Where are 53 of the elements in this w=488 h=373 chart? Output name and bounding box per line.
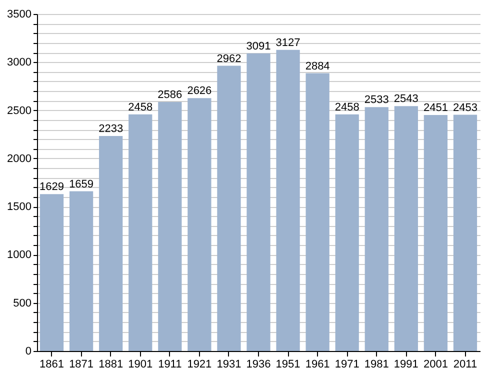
data-label: 2884 — [305, 60, 330, 72]
data-label: 2543 — [394, 93, 418, 106]
bar — [158, 102, 182, 351]
data-label: 2458 — [128, 101, 153, 114]
bar — [453, 114, 478, 351]
x-tick-label: 1931 — [216, 358, 242, 370]
x-tick-label: 1991 — [394, 358, 418, 370]
x-tick-label: 1961 — [305, 358, 330, 370]
bar — [335, 114, 359, 351]
bar — [276, 50, 300, 351]
data-label: 2962 — [216, 52, 242, 65]
y-tick-label: 3000 — [7, 56, 32, 69]
bar — [99, 136, 123, 351]
y-tick-label: 2500 — [7, 104, 32, 117]
data-label: 2458 — [334, 101, 360, 114]
y-tick-label: 500 — [13, 297, 32, 310]
x-tick-label: 1881 — [98, 358, 124, 370]
y-tick-label: 1000 — [7, 249, 32, 262]
x-tick-label: 1936 — [246, 358, 271, 370]
x-tick-label: 2011 — [453, 358, 478, 370]
data-label: 2451 — [423, 102, 448, 114]
bar — [364, 107, 388, 351]
bar — [40, 194, 64, 351]
y-tick-label: 1500 — [7, 201, 32, 214]
data-label: 2626 — [187, 85, 212, 98]
data-label: 1629 — [40, 181, 64, 194]
bar — [69, 191, 94, 351]
bar — [246, 53, 270, 351]
data-label: 1659 — [69, 178, 94, 190]
x-tick-label: 1901 — [128, 358, 153, 370]
x-tick-label: 1861 — [40, 358, 64, 370]
bar — [306, 73, 330, 351]
data-label: 2233 — [98, 122, 124, 135]
y-tick-label: 3500 — [7, 8, 32, 20]
y-tick-label: 0 — [25, 346, 32, 358]
x-tick-label: 1921 — [187, 358, 212, 370]
x-tick-label: 1971 — [334, 358, 360, 370]
bar — [394, 106, 418, 351]
y-tick-label: 2000 — [7, 152, 32, 165]
bar — [188, 98, 212, 351]
x-tick-label: 2001 — [423, 358, 448, 370]
data-label: 2533 — [364, 94, 389, 106]
x-tick-label: 1911 — [158, 358, 182, 370]
bar — [217, 66, 241, 351]
data-label: 2586 — [158, 89, 182, 102]
x-tick-label: 1871 — [69, 358, 94, 370]
x-tick-label: 1951 — [276, 358, 300, 370]
bar — [424, 115, 448, 351]
data-label: 3091 — [246, 40, 271, 52]
bar — [128, 114, 152, 351]
x-tick-label: 1981 — [364, 358, 389, 370]
data-label: 2453 — [452, 102, 478, 114]
data-label: 3127 — [276, 36, 300, 49]
